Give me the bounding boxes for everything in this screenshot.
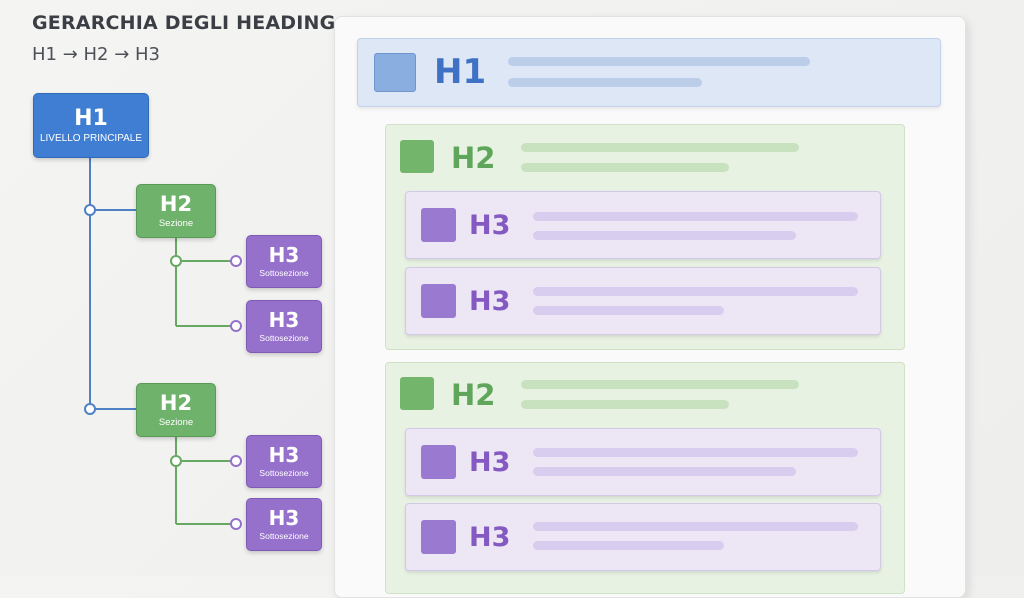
junction-dot — [84, 204, 96, 216]
preview-h3-label: H3 — [469, 447, 511, 478]
preview-h3-block — [405, 428, 881, 496]
junction-dot — [170, 255, 182, 267]
junction-dot — [230, 455, 242, 467]
junction-dot — [84, 403, 96, 415]
text-placeholder-line — [521, 380, 799, 389]
text-placeholder-line — [521, 163, 729, 172]
node-subtitle: Sottosezione — [259, 333, 309, 344]
junction-dot — [230, 320, 242, 332]
h2-square-icon — [400, 140, 434, 173]
tree-node-h3: H3 Sottosezione — [246, 300, 322, 353]
junction-dot — [230, 518, 242, 530]
preview-h3-block — [405, 191, 881, 259]
node-subtitle: Sottosezione — [259, 468, 309, 479]
node-subtitle: Sezione — [158, 217, 194, 229]
tree-node-h3: H3 Sottosezione — [246, 435, 322, 488]
preview-h2-label: H2 — [451, 378, 496, 412]
preview-h1-label: H1 — [434, 52, 487, 92]
h3-square-icon — [421, 208, 456, 242]
h3-square-icon — [421, 445, 456, 479]
tree-node-h2: H2 Sezione — [136, 184, 216, 238]
h1-square-icon — [374, 53, 416, 92]
page-title: GERARCHIA DEGLI HEADING — [32, 12, 336, 34]
text-placeholder-line — [508, 78, 702, 87]
preview-h3-block — [405, 503, 881, 571]
text-placeholder-line — [533, 467, 796, 476]
node-subtitle: Sottosezione — [259, 268, 309, 279]
node-subtitle: LIVELLO PRINCIPALE — [39, 132, 143, 144]
node-title: H3 — [268, 443, 300, 468]
node-title: H2 — [159, 390, 193, 415]
text-placeholder-line — [521, 143, 799, 152]
preview-h2-label: H2 — [451, 141, 496, 175]
preview-h1-block — [357, 38, 941, 107]
h2-square-icon — [400, 377, 434, 410]
page-subtitle: H1 → H2 → H3 — [32, 44, 161, 65]
junction-dot — [230, 255, 242, 267]
text-placeholder-line — [508, 57, 810, 66]
text-placeholder-line — [533, 212, 858, 221]
text-placeholder-line — [533, 231, 796, 240]
node-subtitle: Sezione — [158, 416, 194, 428]
junction-dot — [170, 455, 182, 467]
node-title: H2 — [159, 191, 193, 216]
node-title: H3 — [268, 308, 300, 333]
tree-node-h2: H2 Sezione — [136, 383, 216, 437]
preview-h3-label: H3 — [469, 286, 511, 317]
tree-node-h3: H3 Sottosezione — [246, 498, 322, 551]
text-placeholder-line — [533, 541, 724, 550]
preview-h3-label: H3 — [469, 210, 511, 241]
text-placeholder-line — [533, 522, 858, 531]
tree-connectors — [84, 156, 242, 530]
preview-h3-block — [405, 267, 881, 335]
node-title: H3 — [268, 243, 300, 268]
node-title: H3 — [268, 506, 300, 531]
node-subtitle: Sottosezione — [259, 531, 309, 542]
tree-node-h1: H1 LIVELLO PRINCIPALE — [33, 93, 149, 158]
h3-square-icon — [421, 284, 456, 318]
node-title: H1 — [74, 105, 108, 131]
h3-square-icon — [421, 520, 456, 554]
tree-node-h3: H3 Sottosezione — [246, 235, 322, 288]
preview-h3-label: H3 — [469, 522, 511, 553]
text-placeholder-line — [533, 448, 858, 457]
text-placeholder-line — [533, 287, 858, 296]
text-placeholder-line — [521, 400, 729, 409]
text-placeholder-line — [533, 306, 724, 315]
